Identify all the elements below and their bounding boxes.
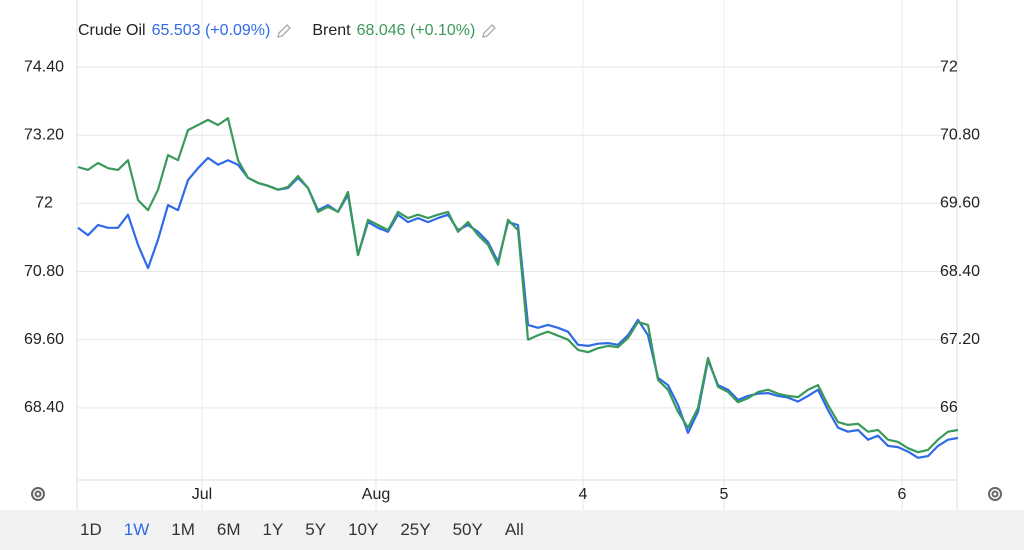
legend-name: Brent: [312, 22, 351, 39]
legend-name: Crude Oil: [78, 22, 146, 39]
x-tick-label: 5: [720, 486, 729, 503]
y2-tick-label: 66: [940, 399, 958, 416]
range-selector: 1D 1W 1M 6M 1Y 5Y 10Y 25Y 50Y All: [0, 510, 1024, 550]
range-button[interactable]: 10Y: [348, 520, 379, 539]
y2-tick-label: 69.60: [940, 195, 980, 212]
range-button[interactable]: 1Y: [262, 520, 284, 539]
y-tick-label: 70.80: [24, 263, 64, 280]
series-line: [77, 117, 959, 454]
y-tick-label: 69.60: [24, 331, 64, 348]
settings-icon[interactable]: [31, 487, 45, 501]
range-button[interactable]: All: [504, 520, 524, 539]
settings-icon[interactable]: [988, 487, 1002, 501]
edit-icon[interactable]: [276, 23, 292, 39]
x-tick-label: 6: [898, 486, 907, 503]
range-button[interactable]: 1M: [171, 520, 195, 539]
y-tick-label: 73.20: [24, 126, 64, 143]
y2-tick-label: 70.80: [940, 126, 980, 143]
legend: Crude Oil 65.503 (+0.09%) Brent 68.046 (+0.…: [78, 22, 511, 40]
range-button[interactable]: 5Y: [305, 520, 327, 539]
series-line: [77, 156, 959, 459]
range-button[interactable]: 50Y: [452, 520, 483, 539]
edit-icon[interactable]: [481, 23, 497, 39]
x-tick-label: Aug: [362, 486, 390, 503]
x-tick-label: 4: [579, 486, 588, 503]
legend-value: 68.046 (+0.10%): [356, 22, 476, 39]
y-tick-label: 74.40: [24, 58, 64, 75]
legend-value: 65.503 (+0.09%): [151, 22, 271, 39]
range-button[interactable]: 1D: [80, 520, 102, 539]
y-tick-label: 72: [35, 195, 53, 212]
range-button[interactable]: 6M: [216, 520, 241, 539]
range-button[interactable]: 1W: [123, 520, 150, 539]
y2-tick-label: 67.20: [940, 331, 980, 348]
x-tick-label: Jul: [192, 486, 212, 503]
y2-tick-label: 72: [940, 58, 958, 75]
y2-tick-label: 68.40: [940, 263, 980, 280]
y-tick-label: 68.40: [24, 399, 64, 416]
range-button[interactable]: 25Y: [400, 520, 431, 539]
